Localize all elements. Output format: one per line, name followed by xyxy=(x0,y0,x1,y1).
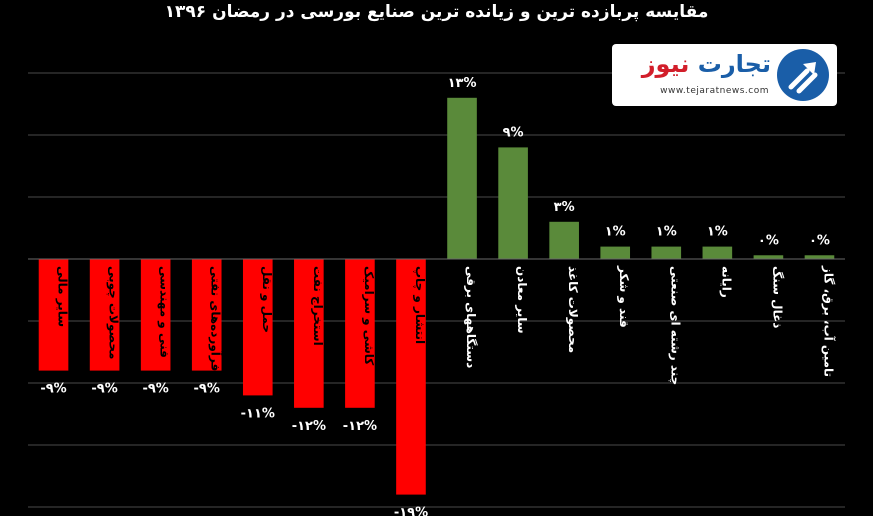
category-label: دستگاههای برقی xyxy=(464,266,478,368)
logo-name-part1: تجارت xyxy=(697,50,771,78)
logo-url: www.tejaratnews.com xyxy=(660,86,769,96)
bar xyxy=(651,246,682,259)
logo-name-part2: نیوز xyxy=(641,50,690,78)
chart-title: مقایسه پربازده ترین و زیانده ترین صنایع … xyxy=(164,2,709,22)
bar xyxy=(89,259,120,371)
bar xyxy=(140,259,171,371)
category-label: تامین آب، برق، گاز xyxy=(821,265,836,377)
category-label: محصولات کاغذ xyxy=(565,266,580,353)
data-label: ۳% xyxy=(554,200,575,215)
data-label: -۹% xyxy=(194,382,220,397)
bar xyxy=(38,259,69,371)
category-label: رایانه xyxy=(719,266,733,298)
data-label: -۹% xyxy=(40,382,66,397)
bar xyxy=(396,259,426,495)
bar xyxy=(753,255,784,259)
bar xyxy=(294,259,324,408)
category-label: قند و شکر xyxy=(616,265,631,328)
bar xyxy=(498,147,528,259)
bar xyxy=(804,255,835,259)
brand-logo: تجارت نیوز www.tejaratnews.com xyxy=(612,44,837,106)
data-label: -۹% xyxy=(91,382,117,397)
category-label: ذغال سنگ xyxy=(770,266,784,328)
trend-arrow-icon xyxy=(777,49,829,101)
category-label: سایر مالی xyxy=(56,266,70,327)
data-label: ۱% xyxy=(605,225,626,240)
data-label: -۱۹% xyxy=(394,506,428,516)
category-label: سایر معادن xyxy=(515,266,529,334)
data-label: ۱% xyxy=(707,225,728,240)
category-label: انتشار و چاپ xyxy=(412,266,427,344)
bar xyxy=(447,97,477,259)
bar xyxy=(702,246,733,259)
data-label: -۱۲% xyxy=(343,419,377,434)
data-label: ۱% xyxy=(656,225,677,240)
category-label: حمل و نقل xyxy=(259,266,274,333)
data-label: ۰% xyxy=(758,233,779,248)
data-label: ۹% xyxy=(503,125,524,140)
bar xyxy=(242,259,273,396)
bar xyxy=(345,259,375,408)
data-label: ۱۳% xyxy=(448,76,477,91)
category-label: محصولات چوبی xyxy=(106,266,121,359)
data-label: -۱۱% xyxy=(241,406,275,421)
bar xyxy=(191,259,222,371)
data-label: ۰% xyxy=(809,233,830,248)
logo-wordmark: تجارت نیوز xyxy=(642,50,771,78)
bar xyxy=(600,246,631,259)
category-label: چند رشته ای صنعتی xyxy=(668,266,682,385)
category-label: استخراج نفت xyxy=(311,266,325,346)
data-label: -۹% xyxy=(142,382,168,397)
bar xyxy=(549,221,579,259)
category-label: فنی و مهندسی xyxy=(157,266,172,358)
data-label: -۱۲% xyxy=(292,419,326,434)
category-label: فرآورده‌های نفتی xyxy=(208,266,224,371)
category-label: کاشی و سرامیک xyxy=(361,266,376,365)
